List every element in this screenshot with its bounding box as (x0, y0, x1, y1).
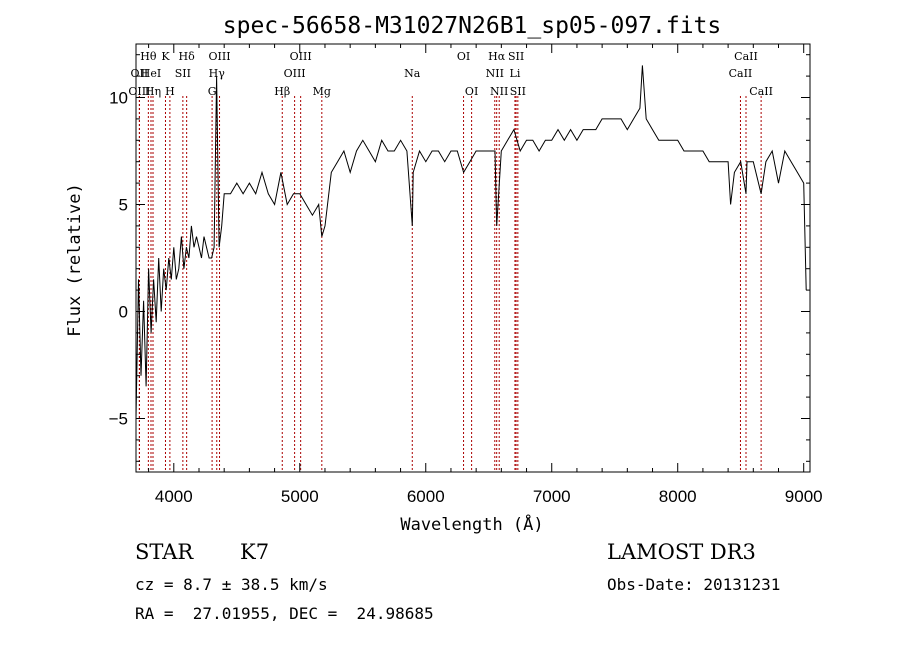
y-tick-label: −5 (109, 410, 128, 429)
emission-line-label: NII (490, 85, 508, 98)
emission-line-labels: Hθ OII OIII HeI Hη K H Hδ SII OIII Hγ G Hβ OIII OIII Mg… (128, 50, 773, 98)
emission-line-label: Mg (313, 85, 331, 98)
emission-line-label: Li (510, 67, 521, 80)
emission-line-label: OI (457, 50, 470, 63)
spectrum-chart: spec-56658-M31027N26B1_sp05-097.fits Hθ O… (65, 13, 823, 535)
y-tick-label: 10 (109, 89, 128, 108)
y-axis: −5 0 5 10 (109, 54, 810, 462)
emission-line-label: NII (486, 67, 504, 80)
emission-line-label: Hγ (209, 67, 226, 80)
emission-line-label: OIII (208, 50, 230, 63)
survey-name: LAMOST DR3 (607, 540, 756, 564)
chart-title: spec-56658-M31027N26B1_sp05-097.fits (223, 13, 722, 39)
emission-line-label: Hα (488, 50, 506, 63)
emission-line-label: OIII (284, 67, 306, 80)
emission-line-label: CaII (749, 85, 773, 98)
plot-frame (135, 43, 811, 473)
emission-line-label: SII (508, 50, 524, 63)
emission-line-label: Na (404, 67, 421, 80)
emission-line-label: CaII (734, 50, 758, 63)
redshift-readout: cz = 8.7 ± 38.5 km/s (135, 575, 328, 594)
y-tick-label: 5 (119, 196, 128, 215)
x-tick-label: 7000 (533, 487, 571, 506)
emission-line-label: Hθ (140, 50, 157, 63)
emission-line-label: OI (465, 85, 478, 98)
x-tick-label: 5000 (281, 487, 319, 506)
y-tick-label: 0 (119, 303, 128, 322)
emission-line-label: K (161, 50, 170, 63)
emission-line-label: OIII (128, 85, 150, 98)
x-tick-label: 8000 (659, 487, 697, 506)
emission-line-label: HeI (141, 67, 161, 80)
emission-line-label: CaII (729, 67, 753, 80)
spectrum-series (135, 65, 807, 419)
emission-line-label: SII (175, 67, 191, 80)
emission-line-label: H (165, 85, 175, 98)
object-subclass: K7 (240, 540, 270, 564)
coordinates: RA = 27.01955, DEC = 24.98685 (135, 604, 434, 623)
x-tick-label: 9000 (785, 487, 823, 506)
emission-line-label: SII (510, 85, 526, 98)
emission-line-label: Hη (145, 85, 161, 98)
x-tick-label: 4000 (155, 487, 193, 506)
x-tick-label: 6000 (407, 487, 445, 506)
y-axis-label: Flux (relative) (65, 183, 85, 337)
x-axis: 4000 5000 6000 7000 8000 9000 (148, 44, 823, 506)
emission-line-label: OIII (290, 50, 312, 63)
obs-date: Obs-Date: 20131231 (607, 575, 781, 594)
emission-line-label: Hβ (274, 85, 290, 98)
emission-line-markers (138, 96, 762, 472)
object-class: STAR (135, 540, 194, 564)
emission-line-label: Hδ (179, 50, 196, 63)
emission-line-label: G (208, 85, 217, 98)
emission-line-label: OII (131, 67, 149, 80)
x-axis-label: Wavelength (Å) (400, 513, 543, 535)
spectrum-line (135, 65, 807, 419)
